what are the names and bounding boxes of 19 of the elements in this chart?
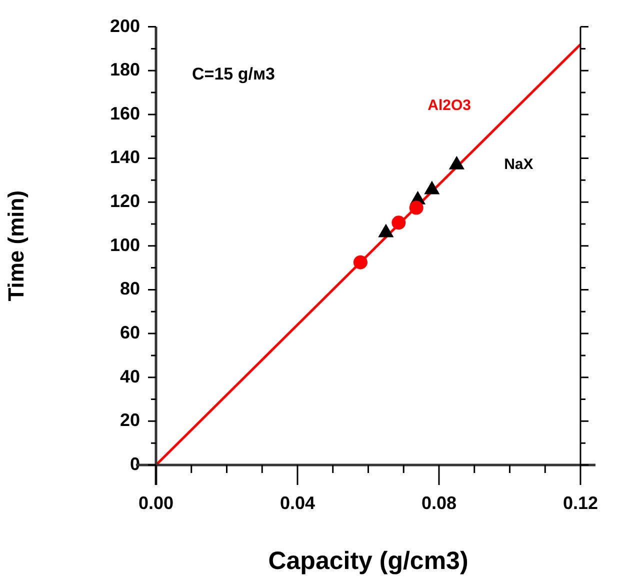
y-tick-label: 120 [110, 191, 140, 212]
x-tick-label: 0.00 [138, 492, 174, 513]
y-tick-label: 80 [120, 278, 140, 299]
x-axis-title: Capacity (g/cm3) [268, 546, 468, 575]
x-tick-label: 0.04 [280, 492, 316, 513]
y-tick-label: 140 [110, 147, 140, 168]
y-tick-label: 100 [110, 234, 140, 255]
y-tick-label: 40 [120, 366, 140, 386]
x-tick-label: 0.12 [562, 492, 598, 513]
y-tick-label: 180 [110, 60, 140, 80]
y-tick-label: 160 [110, 103, 140, 124]
text: Al2O3 [428, 96, 472, 114]
text: NaX [504, 156, 534, 173]
y-axis-title: Time (min) [3, 190, 28, 302]
y-tick-label: 60 [120, 322, 140, 343]
y-tick-label: 20 [120, 410, 140, 430]
annotation: C=15 g/м3 [192, 64, 275, 84]
x-tick-label: 0.08 [421, 492, 457, 513]
y-tick-label: 200 [110, 16, 140, 36]
